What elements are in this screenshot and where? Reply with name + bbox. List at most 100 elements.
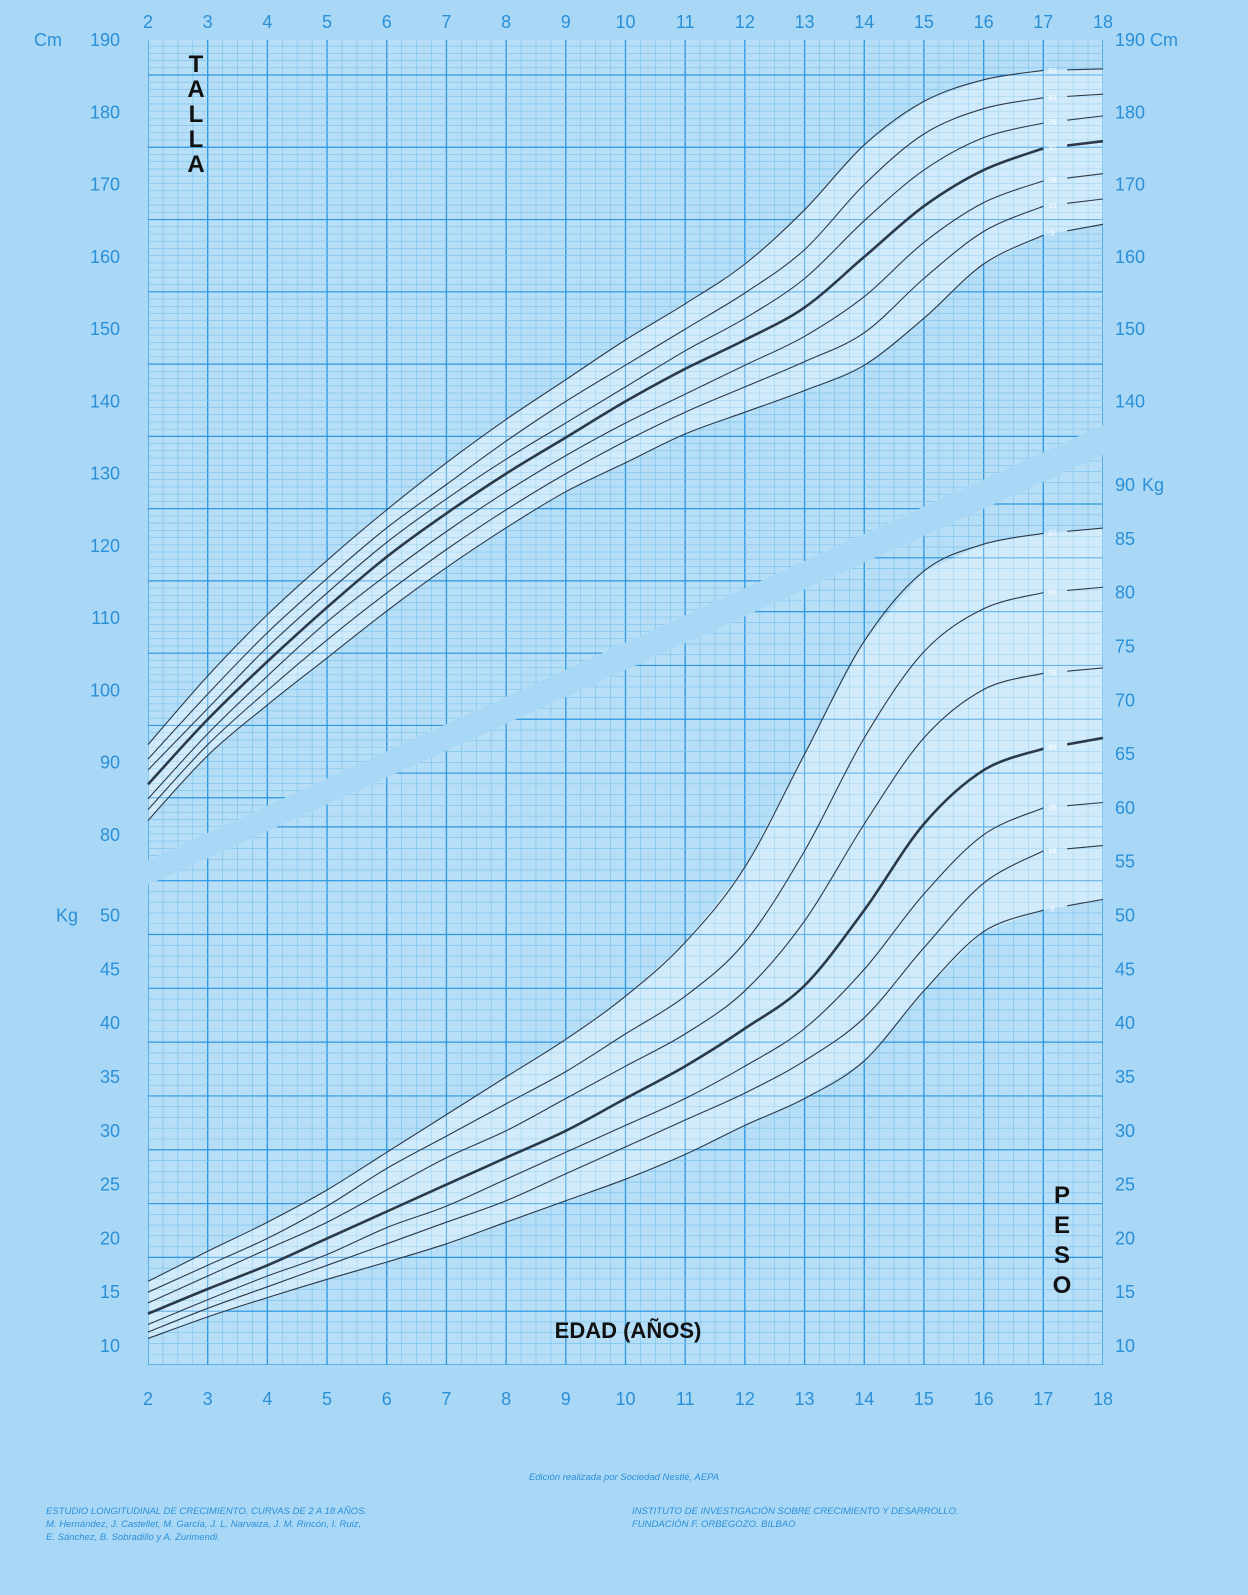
talla-y-tick-left: 190 (90, 30, 120, 50)
peso-curve-tail-p75 (1067, 667, 1104, 672)
talla-curve-p3 (147, 234, 1044, 821)
peso-y-tick-right: 75 (1115, 636, 1135, 656)
weight-unit-left: Kg (56, 906, 78, 926)
talla-curve-p97 (147, 69, 1044, 746)
x-tick-label-bottom: 11 (676, 1389, 695, 1409)
talla-y-tick-right: 190 (1115, 30, 1145, 50)
x-tick-label-top: 4 (262, 12, 272, 32)
peso-y-tick-right: 25 (1115, 1175, 1135, 1195)
talla-curve-p25 (147, 180, 1044, 800)
peso-y-tick-right: 35 (1115, 1067, 1135, 1087)
talla-percentile-label: 90 (1048, 95, 1056, 102)
peso-y-tick-right: 10 (1115, 1336, 1135, 1356)
x-tick-label-top: 11 (676, 12, 695, 32)
talla-y-tick-right: 180 (1115, 102, 1145, 122)
peso-y-tick-left: 20 (100, 1228, 120, 1248)
x-tick-label-bottom: 9 (561, 1389, 571, 1409)
talla-curve-tail-p50 (1067, 139, 1104, 147)
x-tick-label-bottom: 2 (143, 1389, 153, 1409)
x-tick-label-top: 18 (1093, 12, 1113, 32)
talla-curve-tail-p97 (1067, 68, 1104, 71)
credit-study-line: ESTUDIO LONGITUDINAL DE CRECIMIENTO. CUR… (46, 1506, 367, 1517)
peso-y-tick-left: 45 (100, 959, 120, 979)
x-tick-label-bottom: 14 (854, 1389, 874, 1409)
peso-y-tick-right: 65 (1115, 744, 1135, 764)
x-tick-label-top: 13 (795, 12, 815, 32)
talla-curve-tail-p3 (1067, 223, 1104, 232)
talla-y-tick-right: 170 (1115, 175, 1145, 195)
talla-curve-tail-p75 (1067, 115, 1104, 121)
talla-y-tick-left: 150 (90, 319, 120, 339)
peso-percentile-label: 75 (1048, 670, 1056, 677)
peso-heading-letter: S (1054, 1242, 1070, 1269)
peso-curve-p25 (147, 807, 1044, 1325)
talla-y-tick-left: 90 (100, 753, 120, 773)
credit-institute-line: INSTITUTO DE INVESTIGACIÓN SOBRE CRECIMI… (632, 1506, 959, 1517)
talla-curve-p10 (147, 205, 1044, 811)
peso-curve-tail-p25 (1067, 801, 1104, 807)
talla-percentile-label: 25 (1048, 177, 1056, 184)
x-tick-label-top: 9 (561, 12, 571, 32)
talla-heading-letter: L (189, 101, 204, 128)
x-tick-label-top: 2 (143, 12, 153, 32)
peso-curve-p97 (147, 532, 1044, 1282)
x-tick-label-top: 15 (914, 12, 934, 32)
talla-curve-p75 (147, 122, 1044, 771)
peso-heading-letter: O (1053, 1272, 1072, 1299)
talla-y-tick-left: 140 (90, 391, 120, 411)
talla-y-tick-left: 130 (90, 464, 120, 484)
talla-heading-letter: A (187, 76, 204, 103)
peso-curve-tail-p97 (1067, 527, 1104, 532)
peso-heading-letter: P (1054, 1182, 1070, 1209)
credit-study-line: M. Hernández, J. Castellet, M. García, J… (46, 1519, 362, 1530)
peso-curve-tail-p50 (1066, 736, 1104, 746)
peso-y-tick-right: 30 (1115, 1121, 1135, 1141)
peso-y-tick-right: 90 (1115, 475, 1135, 495)
talla-y-tick-left: 170 (90, 175, 120, 195)
talla-heading-letter: A (187, 151, 204, 178)
talla-y-tick-left: 120 (90, 536, 120, 556)
credit-edition-text: Edición realizada por Sociedad Nestlé, A… (528, 1472, 720, 1483)
credit-institute-line: FUNDACIÓN F. ORBEGOZO. BILBAO (632, 1519, 796, 1530)
x-tick-label-top: 5 (322, 12, 332, 32)
talla-percentile-label: 50 (1048, 145, 1056, 152)
weight-unit-right: Kg (1142, 475, 1164, 495)
x-tick-label-top: 3 (203, 12, 213, 32)
x-tick-label-bottom: 10 (615, 1389, 635, 1409)
peso-y-tick-right: 45 (1115, 959, 1135, 979)
height-unit-right: Cm (1150, 30, 1178, 50)
peso-y-tick-right: 55 (1115, 852, 1135, 872)
peso-y-tick-right: 80 (1115, 583, 1135, 603)
peso-curve-p3 (147, 909, 1044, 1339)
credit-study-line: E. Sánchez, B. Sobradillo y A. Zurimendi… (46, 1532, 220, 1543)
x-tick-label-top: 6 (382, 12, 392, 32)
talla-y-tick-left: 180 (90, 102, 120, 122)
talla-curve-tail-p25 (1067, 173, 1104, 179)
peso-y-tick-right: 40 (1115, 1013, 1135, 1033)
talla-curve-p90 (147, 97, 1044, 760)
peso-y-tick-right: 50 (1115, 906, 1135, 926)
peso-percentile-label: 97 (1048, 530, 1056, 537)
age-axis-title: EDAD (AÑOS) (555, 1318, 702, 1343)
x-tick-label-bottom: 13 (795, 1389, 815, 1409)
x-tick-label-top: 10 (615, 12, 635, 32)
peso-y-tick-right: 20 (1115, 1228, 1135, 1248)
peso-y-tick-left: 35 (100, 1067, 120, 1087)
x-tick-label-top: 12 (735, 12, 755, 32)
x-tick-label-bottom: 4 (262, 1389, 272, 1409)
peso-y-tick-right: 60 (1115, 798, 1135, 818)
talla-y-tick-left: 100 (90, 680, 120, 700)
x-tick-label-bottom: 6 (382, 1389, 392, 1409)
x-tick-label-bottom: 8 (501, 1389, 511, 1409)
peso-curve-p90 (147, 592, 1044, 1293)
talla-curve-p50 (147, 147, 1044, 786)
peso-percentile-band (148, 528, 1103, 1339)
credit-institute: INSTITUTO DE INVESTIGACIÓN SOBRE CRECIMI… (632, 1505, 1192, 1531)
peso-curve-tail-p90 (1067, 586, 1104, 592)
peso-curve-tail-p3 (1067, 898, 1104, 907)
peso-y-tick-right: 70 (1115, 690, 1135, 710)
peso-percentile-label: 10 (1048, 848, 1056, 855)
talla-percentile-label: 97 (1048, 68, 1056, 75)
x-tick-label-bottom: 15 (914, 1389, 934, 1409)
